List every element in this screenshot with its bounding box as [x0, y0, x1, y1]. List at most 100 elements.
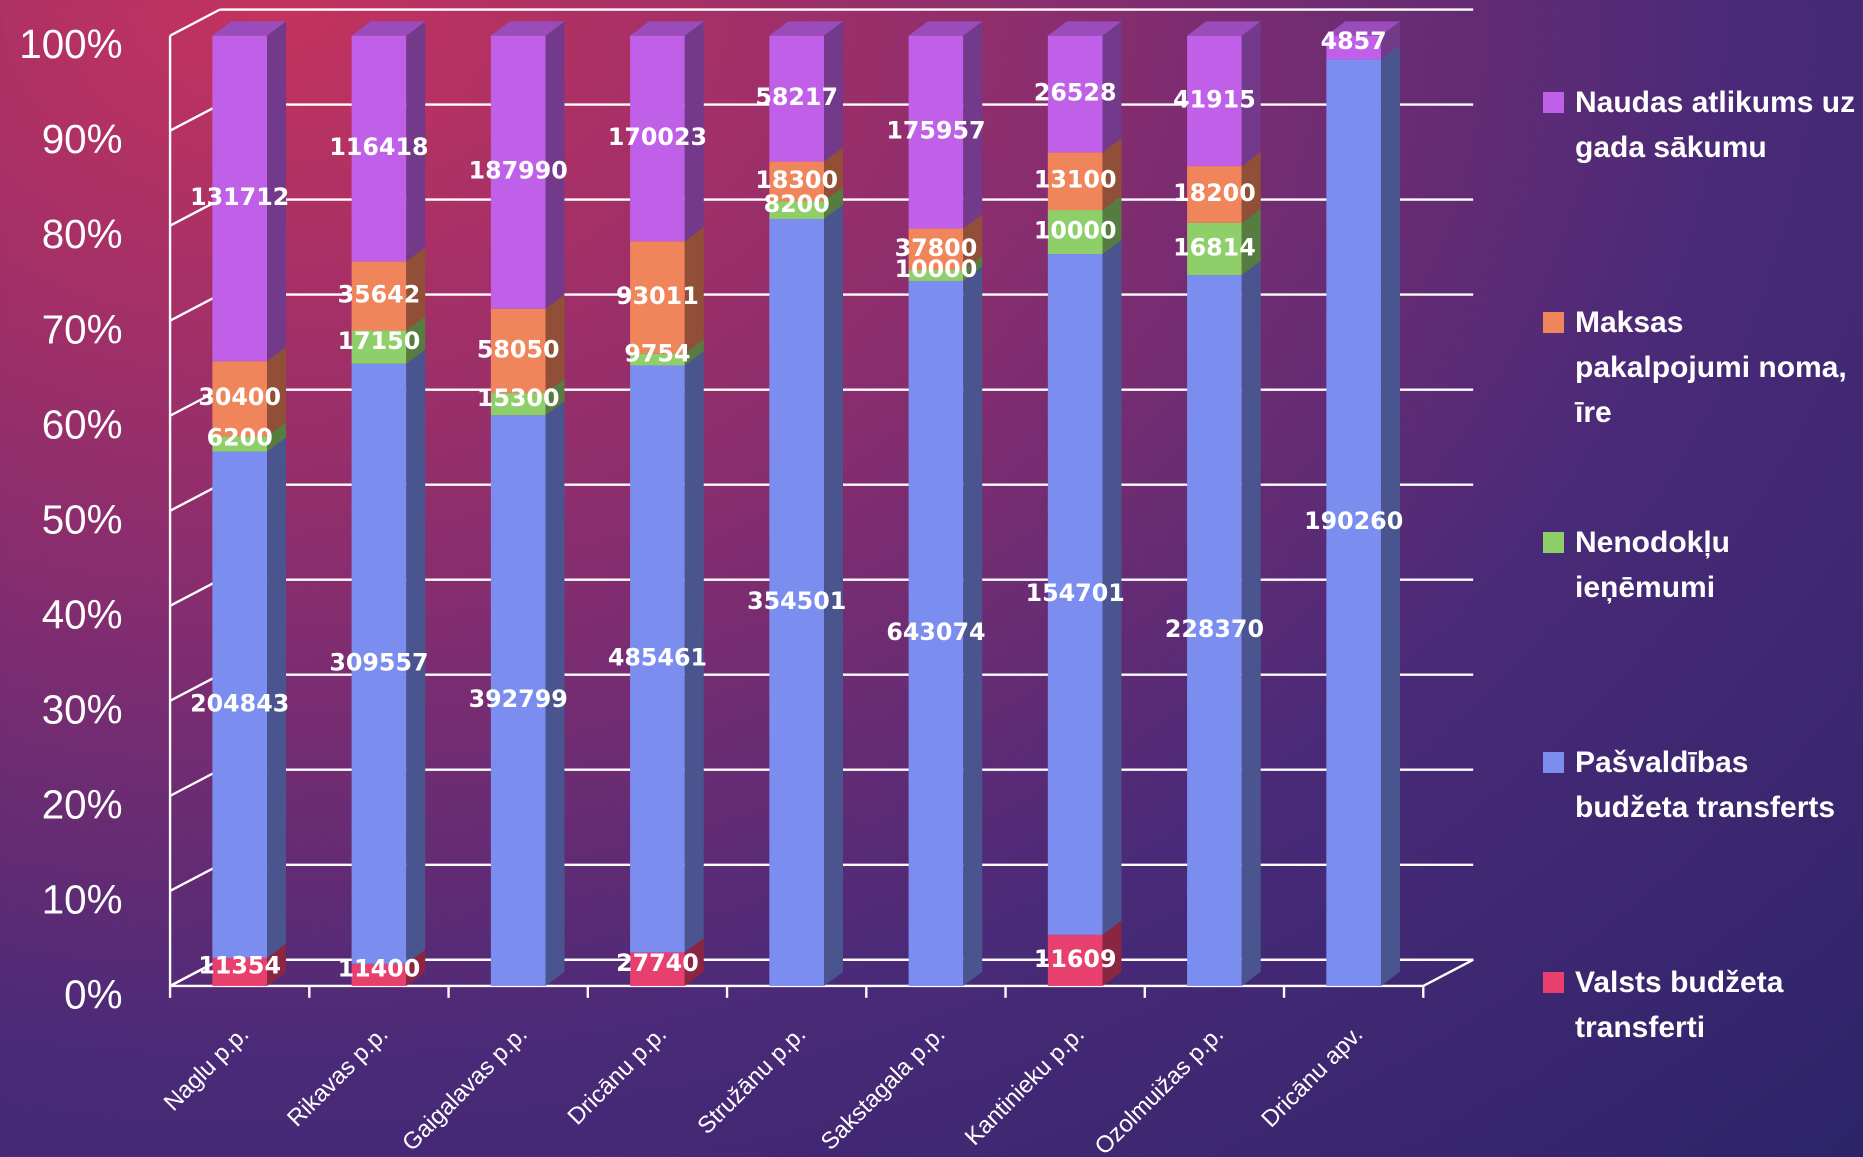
bar-side — [1241, 260, 1261, 986]
value-label: 10000 — [1034, 217, 1117, 245]
grid-depth — [169, 578, 221, 607]
value-label: 16814 — [1173, 233, 1256, 261]
legend-label: Naudas atlikums uz gada sākumu — [1575, 86, 1856, 164]
legend-swatch — [1543, 972, 1564, 993]
bar-segment — [1047, 35, 1103, 153]
bar-side — [267, 943, 287, 986]
bar-side — [823, 186, 844, 219]
bar-segment — [1047, 254, 1103, 935]
value-label: 190260 — [1304, 507, 1403, 535]
bar-side — [406, 316, 426, 364]
bar-top — [351, 21, 426, 36]
bar-segment — [908, 280, 964, 986]
value-label: 116418 — [329, 133, 428, 161]
grid-depth — [169, 958, 221, 987]
bar-side — [267, 21, 287, 362]
y-tick-label: 60% — [42, 401, 123, 447]
bar-side — [545, 21, 565, 309]
y-tick-label: 70% — [42, 306, 123, 352]
y-tick-label: 90% — [42, 116, 123, 162]
legend-swatch — [1543, 92, 1564, 113]
x-tick-label: Dricānu apv. — [1256, 1021, 1368, 1133]
value-label: 8200 — [764, 190, 830, 218]
bar-top — [1326, 21, 1400, 36]
bar-segment — [769, 218, 824, 986]
grid-depth — [169, 198, 221, 227]
bar-segment — [1187, 35, 1242, 167]
value-label: 41915 — [1173, 85, 1256, 113]
value-label: 18200 — [1173, 179, 1256, 207]
value-label: 170023 — [608, 123, 707, 151]
bar-side — [684, 226, 704, 354]
bar-side — [1380, 21, 1400, 60]
bar-segment — [490, 308, 546, 394]
grid-depth — [169, 673, 221, 702]
bar-side — [267, 422, 287, 452]
y-tick-label: 30% — [42, 686, 123, 732]
bar-side — [963, 266, 983, 986]
bar-segment — [630, 353, 685, 366]
value-label: 309557 — [329, 648, 428, 676]
grid-depth — [169, 8, 221, 37]
value-label: 15300 — [477, 384, 560, 412]
bar-segment — [1326, 35, 1381, 60]
bar-segment — [212, 436, 268, 452]
bar-side — [684, 938, 704, 986]
value-label: 643074 — [886, 618, 985, 646]
x-tick-label: Kantinieku p.p. — [960, 1021, 1090, 1151]
y-tick-label: 0% — [64, 971, 122, 1017]
bar-side — [545, 378, 565, 416]
bar-top — [630, 21, 704, 36]
y-tick-label: 80% — [42, 211, 123, 257]
value-label: 17150 — [338, 327, 421, 355]
y-tick-label: 100% — [19, 21, 122, 67]
value-label: 392799 — [469, 685, 568, 713]
value-label: 11400 — [338, 955, 421, 983]
bar-segment — [212, 361, 268, 437]
y-tick-label: 20% — [42, 781, 123, 827]
bar-segment — [769, 161, 824, 202]
bar-segment — [351, 963, 407, 986]
bar-side — [406, 247, 426, 331]
bar-side — [823, 147, 844, 202]
bar-segment — [351, 363, 407, 964]
legend-label: Valsts budžeta transferti — [1575, 966, 1784, 1044]
bar-segment — [212, 35, 268, 362]
bar-segment — [212, 451, 268, 958]
legend-label: Maksas pakalpojumi noma, īre — [1575, 306, 1847, 429]
bar-segment — [908, 269, 964, 281]
bar-side — [545, 294, 565, 394]
bar-segment — [908, 228, 964, 270]
value-label: 131712 — [190, 183, 289, 211]
bar-segment — [490, 35, 546, 309]
bar-segment — [1047, 210, 1103, 255]
value-label: 37800 — [895, 234, 978, 262]
bars — [212, 21, 1400, 986]
grid-depth — [169, 768, 221, 797]
legend-label: Nenodokļu ieņēmumi — [1575, 526, 1730, 604]
bar-side — [823, 204, 844, 986]
x-tick-label: Naglu p.p. — [159, 1021, 255, 1117]
bar-side — [267, 437, 287, 958]
bar-side — [1241, 208, 1261, 276]
bar-side — [267, 346, 287, 437]
bar-top — [769, 21, 844, 36]
value-label: 175957 — [886, 117, 985, 145]
value-label: 10000 — [895, 255, 978, 283]
bar-side — [963, 21, 983, 229]
legend-swatch — [1543, 752, 1564, 773]
bar-top — [1047, 21, 1122, 36]
value-label: 27740 — [616, 949, 699, 977]
grid-depth — [169, 863, 221, 892]
bar-side — [1102, 138, 1122, 211]
value-label: 204843 — [190, 689, 289, 717]
legend-label: Pašvaldības budžeta transferts — [1575, 746, 1836, 824]
bar-side — [1102, 239, 1122, 935]
value-label: 58050 — [477, 335, 560, 363]
bar-side — [545, 401, 565, 986]
bar-side — [963, 255, 983, 281]
bar-side — [1102, 21, 1122, 153]
bar-segment — [490, 415, 546, 986]
bar-top — [1187, 21, 1261, 36]
value-label: 35642 — [338, 280, 421, 308]
